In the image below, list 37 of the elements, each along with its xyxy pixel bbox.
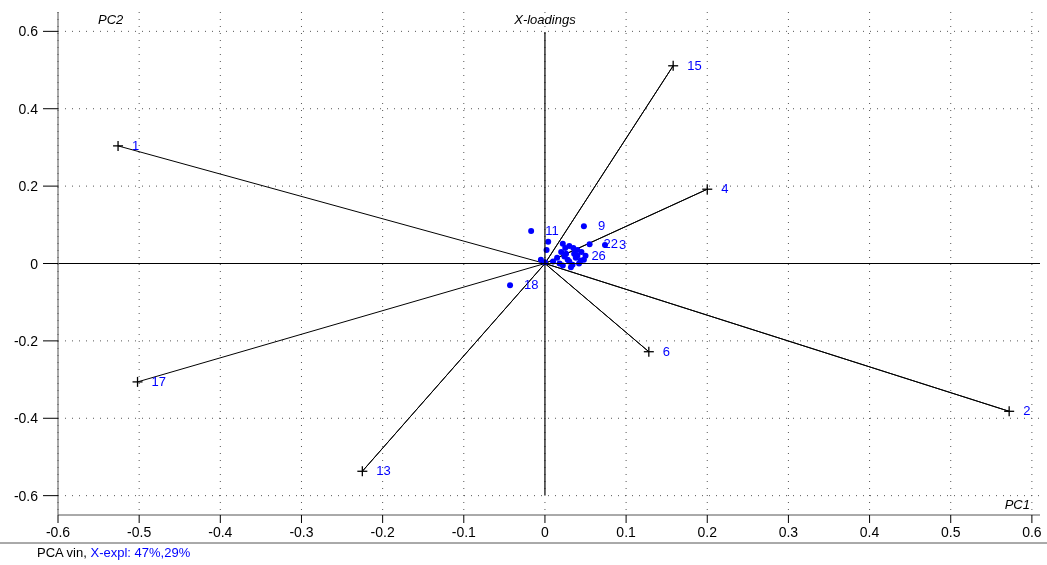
x-tick-label: -0.3 (289, 524, 314, 540)
y-tick-label: 0.4 (18, 100, 39, 117)
annotation: 6 (662, 343, 671, 359)
x-tick-label: 0.5 (940, 524, 961, 540)
x-tick-label: -0.2 (370, 524, 395, 540)
annotation: 26 (591, 247, 606, 263)
x-tick-label: 0.3 (778, 524, 799, 540)
x-tick-label: 0.6 (1022, 524, 1042, 540)
x-tick-label: -0.6 (45, 524, 71, 540)
y-tick-label: 0 (30, 255, 39, 272)
annotation: 9 (597, 218, 606, 234)
x-axis-title: PC1 (1004, 497, 1030, 512)
annotation: 1 (132, 137, 140, 153)
annotation: 18 (524, 277, 539, 293)
annotation: 11 (545, 223, 559, 238)
annotation: 17 (151, 373, 166, 389)
annotation: 3 (619, 236, 627, 252)
x-tick-label: -0.5 (127, 524, 152, 540)
chart-title: X-loadings (513, 12, 577, 27)
y-tick-label: 0.6 (18, 23, 39, 40)
annotation: 15 (687, 57, 702, 73)
y-tick-label: -0.2 (13, 332, 39, 349)
x-tick-label: -0.1 (451, 524, 477, 540)
y-tick-label: 0.2 (18, 178, 39, 195)
text: PCA vin, (37, 545, 87, 560)
x-tick-label: 0.1 (616, 524, 637, 540)
y-tick-label: -0.4 (13, 410, 39, 427)
y-axis-title: PC2 (98, 12, 125, 27)
annotation: 13 (376, 463, 391, 479)
annotation: 2 (1023, 403, 1031, 419)
y-tick-label: -0.6 (13, 487, 39, 504)
x-tick-label: 0.4 (859, 524, 880, 540)
x-tick-label: 0.2 (697, 524, 718, 540)
annotation: 4 (721, 181, 729, 197)
text: X-expl: 47%,29% (86, 545, 191, 560)
x-tick-label: -0.4 (208, 524, 233, 540)
x-tick-label: 0 (541, 524, 550, 540)
